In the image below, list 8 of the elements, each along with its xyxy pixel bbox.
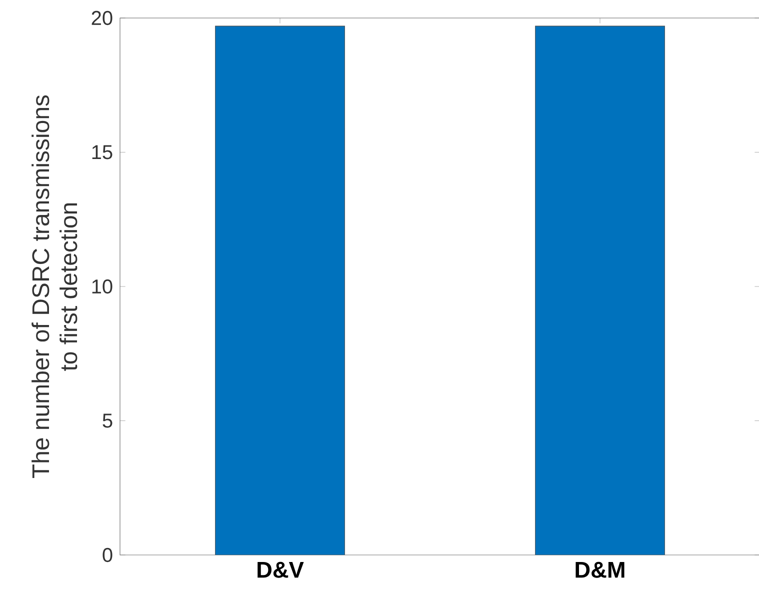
x-tick-label: D&M: [576, 562, 624, 578]
y-tick-label: 5: [102, 414, 112, 428]
y-tick-label: 0: [102, 548, 112, 562]
y-tick-label: 10: [92, 279, 112, 294]
y-axis-title: The number of DSRC transmissions to first detection: [32, 95, 78, 478]
x-tick-label: D&V: [258, 562, 304, 578]
y-tick-label: 15: [92, 145, 112, 160]
y-tick-label: 20: [92, 10, 112, 26]
